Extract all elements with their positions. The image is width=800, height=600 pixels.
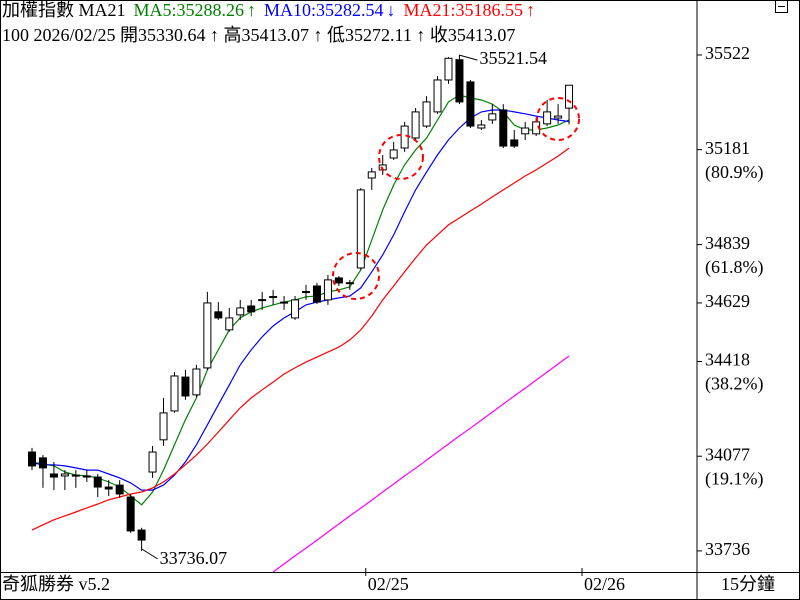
candle-body [345, 282, 354, 285]
status-line: 100 2026/02/25 開35330.64 ↑ 高35413.07 ↑ 低… [2, 25, 515, 45]
candle-body [93, 476, 102, 488]
candle-body [148, 451, 157, 473]
title: 加權指數 MA21 [2, 0, 126, 20]
x-tick-label: 02/26 [584, 574, 625, 594]
legend: 加權指數 MA21 MA5:35288.26 ↑ MA10:35282.54 ↓ MA21… [2, 0, 535, 20]
candle-body [323, 279, 332, 301]
candle-body [356, 189, 365, 269]
candle-body [367, 171, 376, 179]
candle-body [104, 486, 113, 490]
y-tick-label: 34077 [705, 444, 750, 464]
legend-trend: ↑ [526, 0, 535, 20]
candle-body [291, 299, 300, 319]
candle-body [126, 496, 135, 532]
y-tick-label: 35522 [705, 43, 750, 63]
candle-body [49, 473, 58, 478]
candle-body [302, 291, 310, 294]
candle-body [521, 127, 530, 135]
candle-body [38, 457, 47, 469]
candle-body [565, 84, 574, 109]
highlight-circle [332, 252, 380, 300]
candle-body [389, 149, 398, 159]
low-label: 33736.07 [160, 548, 228, 568]
candle-body [477, 124, 486, 129]
candle-body [192, 368, 201, 396]
candle-body [159, 412, 168, 441]
candles [28, 55, 574, 551]
candle-body [466, 81, 475, 127]
y-tick-label: 34839 [705, 233, 750, 253]
ma-line [31, 109, 570, 491]
candle-body [312, 285, 321, 303]
candle-body [71, 474, 80, 477]
candle-body [82, 475, 91, 478]
legend-entry: MA21:35186.55 [404, 0, 524, 20]
candle-body [137, 529, 146, 541]
candle-body [60, 473, 69, 477]
candle-body [214, 311, 223, 319]
candle-body [499, 109, 508, 147]
candle-body [181, 376, 190, 397]
ma-line [31, 147, 570, 531]
ma-line [272, 355, 570, 572]
candle-body [510, 139, 519, 147]
candle-body [455, 59, 464, 103]
candle-body [280, 301, 289, 304]
y-tick-label: 34629 [705, 291, 750, 311]
candle-body [400, 125, 409, 149]
candle-body [115, 484, 124, 495]
period: 15分鐘 [721, 574, 775, 594]
candle-body [422, 101, 431, 127]
highlight-circle [378, 134, 424, 180]
ratio-label: (38.2%) [705, 374, 763, 395]
candle-body [444, 57, 453, 81]
high-label: 35521.54 [479, 48, 547, 68]
legend-entry: MA5:35288.26 [134, 0, 245, 20]
candle-body [170, 375, 179, 412]
candle-body [554, 115, 563, 119]
high-leader [459, 54, 478, 61]
ratio-label: (80.9%) [705, 162, 763, 183]
y-tick-label: 34418 [705, 350, 750, 370]
candle-body [258, 299, 267, 302]
y-tick-label: 33736 [705, 539, 750, 559]
ratio-label: (19.1%) [705, 468, 763, 489]
highlight-circle [536, 97, 580, 141]
candle-body [28, 451, 36, 467]
ratio-label: (61.8%) [705, 257, 763, 278]
app-name: 奇狐勝券 v5.2 [2, 574, 110, 594]
candle-body [411, 111, 420, 139]
candle-body [269, 296, 278, 299]
y-tick-label: 35181 [705, 138, 750, 158]
candle-body [543, 111, 552, 125]
candle-body [433, 79, 442, 113]
candle-body [488, 113, 497, 121]
highlight-circles [332, 97, 580, 300]
candle-body [203, 302, 212, 369]
candle-body [247, 305, 256, 313]
legend-trend: ↑ [247, 0, 256, 20]
candle-body [236, 307, 245, 316]
candle-body [225, 317, 234, 331]
candle-body [334, 277, 343, 284]
legend-trend: ↓ [387, 0, 396, 20]
x-tick-label: 02/25 [368, 574, 409, 594]
legend-entry: MA10:35282.54 [264, 0, 384, 20]
low-leader [141, 548, 158, 560]
